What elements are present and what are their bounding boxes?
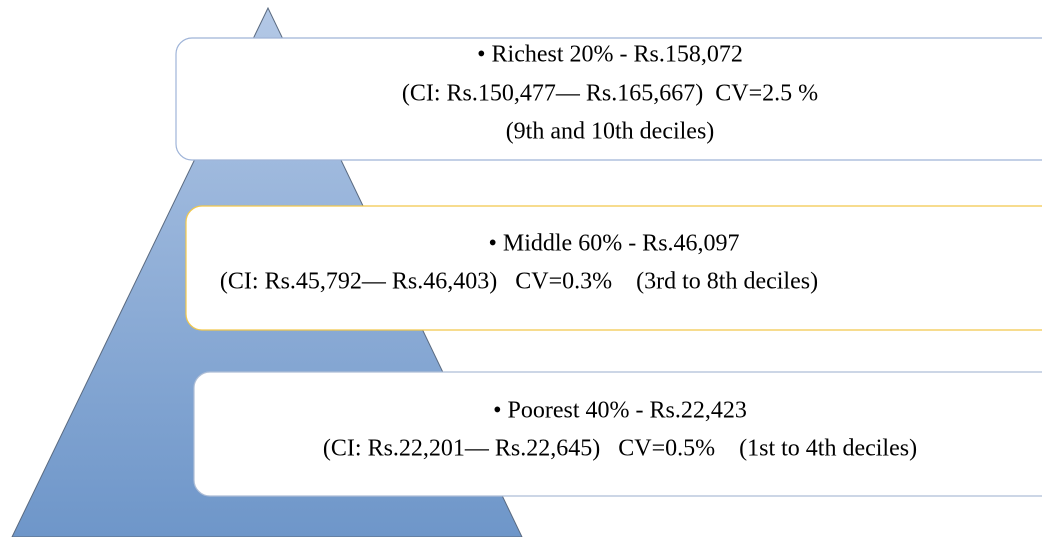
- labels: • Richest 20% - Rs.158,072 (CI: Rs.150,47…: [220, 42, 917, 462]
- tier-heading: • Richest 20% - Rs.158,072: [477, 42, 743, 68]
- tier-box: [185, 205, 1042, 331]
- tier-detail: (9th and 10th deciles): [506, 119, 715, 145]
- tier-detail: (CI: Rs.150,477— Rs.165,667) CV=2.5 %: [402, 81, 818, 107]
- tier-heading: • Middle 60% - Rs.46,097: [488, 231, 739, 257]
- tier-box: [175, 37, 1042, 161]
- tier-detail: (CI: Rs.45,792— Rs.46,403) CV=0.3% (3rd …: [220, 269, 818, 295]
- tier-box: [193, 371, 1042, 497]
- tier-detail: (CI: Rs.22,201— Rs.22,645) CV=0.5% (1st …: [323, 436, 917, 462]
- tier-heading: • Poorest 40% - Rs.22,423: [493, 398, 747, 424]
